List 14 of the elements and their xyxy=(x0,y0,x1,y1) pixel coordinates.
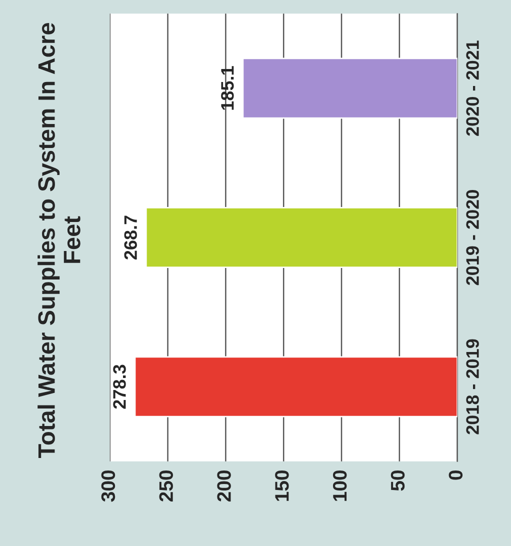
x-tick-label: 250 xyxy=(159,470,173,502)
text: Total Water Supplies to System In Acre Feet xyxy=(38,23,80,458)
data-label: 268.7 xyxy=(124,216,137,260)
x-tick-label: 50 xyxy=(390,470,405,491)
x-tick-label: 300 xyxy=(101,470,116,502)
x-tick-label: 150 xyxy=(275,470,289,501)
x-tick-label: 0 xyxy=(448,470,463,480)
data-label: 185.1 xyxy=(221,66,234,110)
y-tick-label: 2019 - 2020 xyxy=(466,190,479,286)
x-tick-label: 200 xyxy=(217,470,231,502)
data-label: 278.3 xyxy=(113,364,126,409)
y-tick-label: 2018 - 2019 xyxy=(466,339,479,434)
x-tick-label: 100 xyxy=(332,470,347,501)
y-tick-label: 2020 - 2021 xyxy=(466,40,479,136)
